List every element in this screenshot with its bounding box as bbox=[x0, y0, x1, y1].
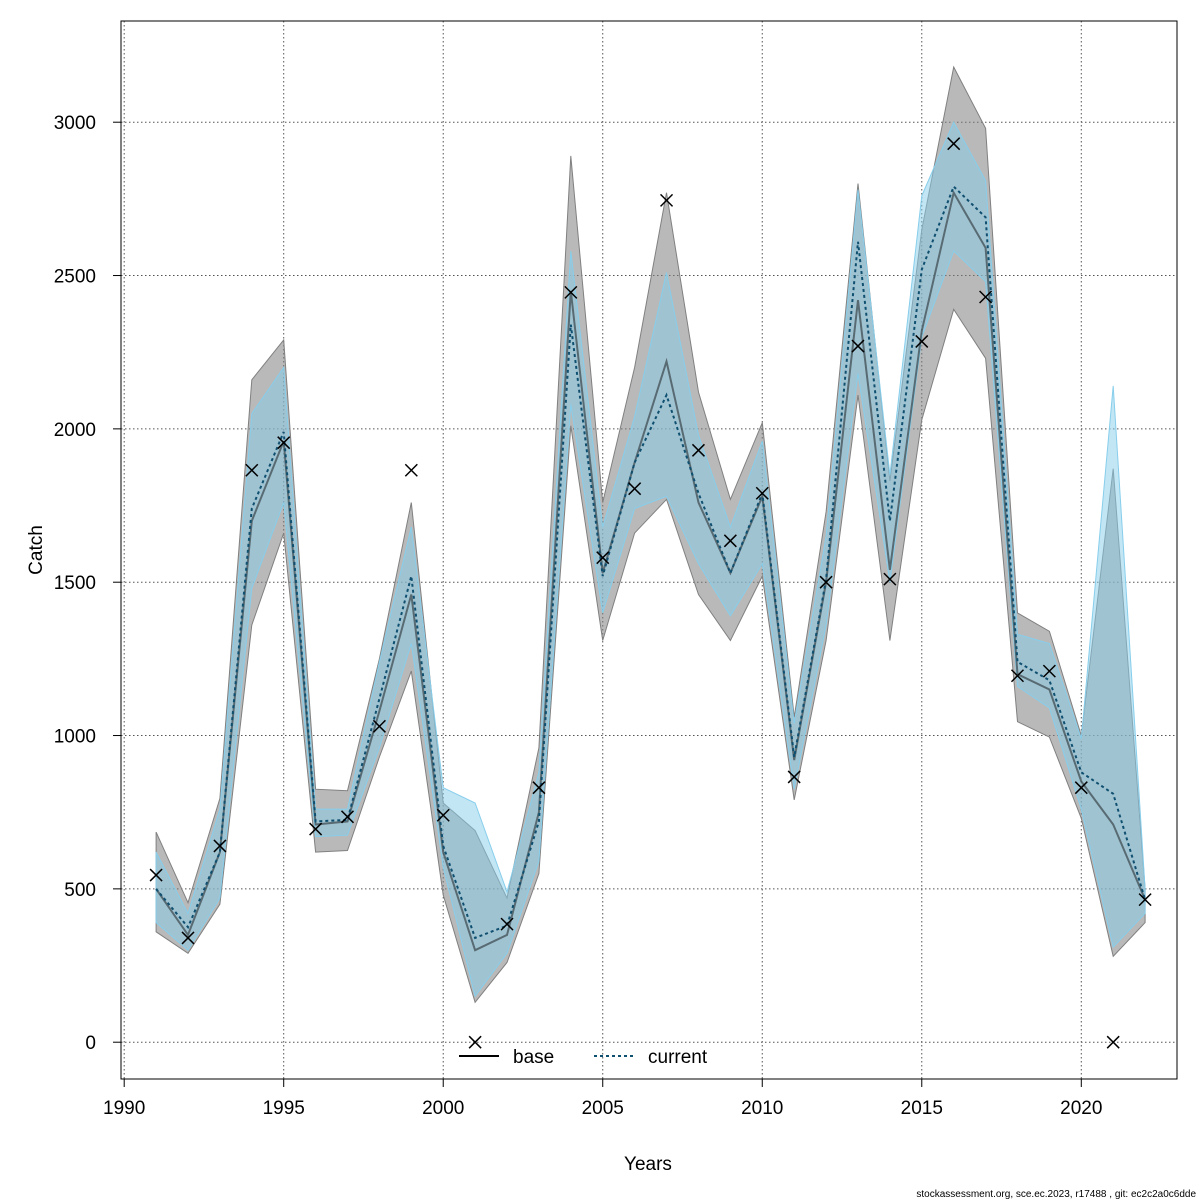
observed-point-2007 bbox=[660, 193, 674, 207]
observed-point-2000 bbox=[436, 808, 450, 822]
observed-point-1997 bbox=[340, 810, 355, 824]
y-tick-label-500: 500 bbox=[64, 880, 96, 901]
legend: base current bbox=[459, 1047, 708, 1068]
footer-text: stockassessment.org, sce.ec.2023, r17488… bbox=[916, 1189, 1196, 1200]
confidence-bands bbox=[155, 65, 1146, 1004]
observed-point-1995 bbox=[277, 436, 291, 450]
observed-point-2013 bbox=[851, 339, 865, 353]
x-axis-title: Years bbox=[624, 1154, 672, 1175]
legend-item-current: current bbox=[594, 1047, 708, 1068]
legend-label-base: base bbox=[513, 1047, 554, 1068]
observed-point-2021 bbox=[1106, 1035, 1120, 1049]
y-tick-label-0: 0 bbox=[85, 1033, 96, 1054]
line-current bbox=[155, 184, 1147, 940]
observed-point-2014 bbox=[883, 572, 897, 586]
observed-point-2002 bbox=[500, 917, 514, 931]
observed-point-1993 bbox=[213, 839, 227, 853]
observed-point-2009 bbox=[723, 534, 737, 548]
y-axis-title: Catch bbox=[26, 525, 47, 575]
y-tick-label-1000: 1000 bbox=[54, 727, 96, 748]
y-axis: 0 500 1000 1500 2000 2500 3000 bbox=[54, 113, 121, 1054]
observed-point-2017 bbox=[979, 290, 993, 304]
observed-point-2010 bbox=[755, 486, 769, 500]
observed-point-1999 bbox=[404, 463, 418, 477]
legend-label-current: current bbox=[648, 1047, 708, 1068]
plot-frame bbox=[120, 20, 1178, 1080]
observed-points bbox=[149, 137, 1152, 1049]
observed-point-1991 bbox=[149, 868, 163, 882]
band-current bbox=[155, 121, 1146, 998]
y-tick-label-2000: 2000 bbox=[54, 420, 96, 441]
legend-item-base: base bbox=[459, 1047, 554, 1068]
observed-point-1996 bbox=[309, 822, 323, 836]
x-tick-label-2020: 2020 bbox=[1060, 1098, 1102, 1119]
observed-point-2019 bbox=[1042, 664, 1056, 678]
observed-point-2011 bbox=[787, 770, 801, 784]
observed-point-2022 bbox=[1138, 893, 1152, 907]
observed-point-1992 bbox=[181, 931, 195, 945]
y-tick-label-3000: 3000 bbox=[54, 113, 96, 134]
observed-point-2020 bbox=[1074, 781, 1088, 795]
observed-point-2006 bbox=[628, 482, 642, 496]
observed-point-2003 bbox=[532, 781, 546, 795]
observed-point-2004 bbox=[564, 285, 578, 299]
observed-point-1994 bbox=[245, 463, 259, 477]
x-tick-label-2015: 2015 bbox=[901, 1098, 943, 1119]
x-tick-label-2010: 2010 bbox=[741, 1098, 783, 1119]
observed-point-2001 bbox=[468, 1035, 482, 1049]
observed-point-2015 bbox=[915, 334, 929, 348]
y-tick-label-2500: 2500 bbox=[54, 267, 96, 288]
observed-point-2018 bbox=[1010, 669, 1025, 683]
observed-point-2005 bbox=[596, 551, 610, 565]
observed-point-1998 bbox=[372, 719, 386, 733]
x-tick-label-1990: 1990 bbox=[103, 1098, 145, 1119]
x-tick-label-2005: 2005 bbox=[582, 1098, 624, 1119]
observed-point-2012 bbox=[819, 575, 833, 589]
grid bbox=[121, 21, 1177, 1079]
x-axis: 1990 1995 2000 2005 2010 2015 2020 bbox=[103, 1079, 1102, 1119]
x-tick-label-2000: 2000 bbox=[422, 1098, 464, 1119]
x-tick-label-1995: 1995 bbox=[263, 1098, 305, 1119]
band-base bbox=[155, 65, 1146, 1004]
y-tick-label-1500: 1500 bbox=[54, 573, 96, 594]
observed-point-2008 bbox=[691, 443, 705, 457]
observed-point-2016 bbox=[947, 137, 961, 151]
